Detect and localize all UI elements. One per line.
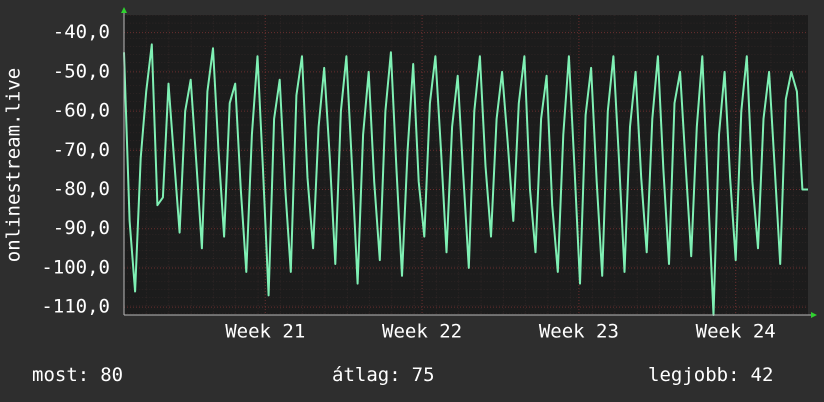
y-tick-label: -40,0 <box>53 21 110 43</box>
x-tick-label: Week 21 <box>225 321 305 343</box>
stat: átlag: 75 <box>332 364 435 386</box>
data-line <box>123 43 808 316</box>
x-tick-label: Week 22 <box>382 321 462 343</box>
y-tick-label: -90,0 <box>53 217 110 239</box>
stat-label: átlag: <box>332 364 401 386</box>
x-axis-arrow <box>811 312 817 318</box>
stat-label: legjobb: <box>648 364 740 386</box>
y-tick-label: -60,0 <box>53 100 110 122</box>
y-tick-label: -70,0 <box>53 139 110 161</box>
y-axis-arrow <box>121 7 127 13</box>
x-tick-label: Week 23 <box>539 321 619 343</box>
stat: most: 80 <box>32 364 123 386</box>
y-tick-label: -100,0 <box>41 256 110 278</box>
x-tick-label: Week 24 <box>696 321 776 343</box>
stat-value: 80 <box>100 364 123 386</box>
minor-grid <box>124 15 808 315</box>
stat-value: 75 <box>412 364 435 386</box>
stat-label: most: <box>32 364 89 386</box>
y-axis-label: onlinestream.live <box>3 68 25 262</box>
stat: legjobb: 42 <box>648 364 773 386</box>
stat-value: 42 <box>751 364 774 386</box>
y-tick-label: -110,0 <box>41 296 110 318</box>
y-tick-label: -50,0 <box>53 60 110 82</box>
y-tick-label: -80,0 <box>53 178 110 200</box>
